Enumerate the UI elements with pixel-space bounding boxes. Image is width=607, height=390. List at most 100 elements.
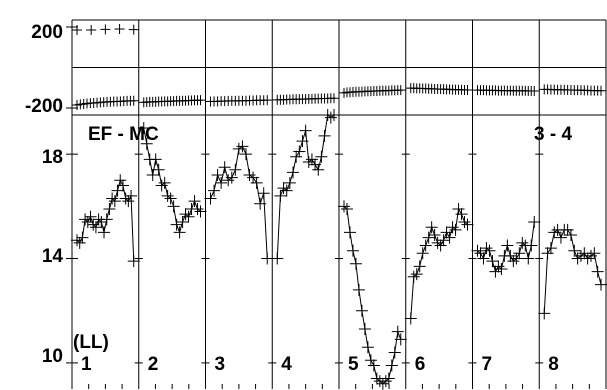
- main-series-panel-8-point-2: [544, 242, 557, 255]
- panel-label-7: 7: [482, 354, 493, 375]
- main-series-panel-8-point-5: [554, 231, 567, 244]
- main-series-panel-7-point-2: [477, 252, 490, 265]
- main-series-panel-5-point-0: [338, 200, 350, 213]
- main-series-panel-5-point-8: [361, 341, 374, 354]
- main-series-panel-1-point-6: [87, 218, 100, 231]
- main-series-panel-1-point-11: [100, 213, 113, 226]
- top-series-0-point-2: [100, 24, 111, 35]
- main-series-panel-4-point-4: [283, 176, 296, 189]
- main-series-panel-5-point-11: [370, 372, 383, 385]
- main-series-panel-8-point-1: [541, 247, 554, 260]
- panel-label-2: 2: [148, 354, 159, 375]
- main-series-panel-5-point-1: [340, 202, 353, 215]
- main-series-panel-4-point-2: [277, 182, 290, 195]
- main-series-panel-3-point-4: [218, 161, 231, 174]
- main-series-panel-1-point-16: [114, 174, 127, 187]
- main-panel-series: [71, 109, 607, 390]
- main-series-panel-5-point-6: [355, 304, 368, 317]
- main-series-panel-6-point-12: [440, 226, 453, 239]
- top-series-4-point-18: [329, 93, 339, 104]
- main-series-panel-7-point-7: [492, 260, 505, 273]
- main-series-panel-6-point-13: [443, 231, 456, 244]
- top-series-2-point-19: [195, 95, 206, 106]
- chart-frame: [66, 19, 607, 389]
- main-series-panel-3-point-3: [215, 176, 228, 189]
- top-y-tick-label-low: -200: [25, 96, 63, 117]
- main-series-panel-2-point-19: [194, 205, 207, 218]
- main-series-panel-7-point-10: [501, 239, 514, 252]
- main-series-panel-1-point-21: [127, 255, 140, 268]
- main-y-tick-label-14: 14: [42, 246, 64, 267]
- main-series-panel-2-point-6: [155, 179, 168, 192]
- main-series-panel-6-point-17: [455, 208, 468, 221]
- main-series-panel-4-point-8: [296, 135, 309, 148]
- top-series-5-point-19: [395, 85, 406, 96]
- main-series-panel-5-point-7: [358, 322, 371, 335]
- main-series-panel-4-point-14: [315, 150, 328, 163]
- main-series-panel-1-point-4: [81, 215, 94, 228]
- main-series-panel-6-point-18: [458, 215, 471, 228]
- main-series-panel-2-point-11: [170, 218, 183, 231]
- main-series-panel-5-point-14: [379, 375, 392, 388]
- main-series-panel-7-point-18: [525, 239, 538, 252]
- main-series-panel-2-point-4: [149, 153, 162, 166]
- main-series-panel-7-point-3: [480, 242, 493, 255]
- top-series-1-point-17: [128, 95, 139, 106]
- main-series-panel-2-point-0: [137, 122, 150, 135]
- top-series-3-point-16: [262, 95, 273, 106]
- main-y-tick-label-10: 10: [42, 346, 63, 367]
- main-series-panel-1-point-5: [84, 210, 97, 223]
- panel-label-3: 3: [215, 354, 226, 375]
- main-series-panel-4-point-1: [274, 189, 287, 202]
- annotation-ef-mc: EF - MC: [88, 124, 159, 145]
- main-series-panel-6-point-2: [410, 268, 423, 281]
- main-series-panel-6-point-14: [446, 221, 459, 234]
- main-series-panel-1-point-3: [79, 213, 92, 226]
- main-series-panel-7-point-12: [507, 255, 520, 268]
- main-series-panel-3-point-0: [204, 192, 217, 205]
- main-series-panel-7-point-17: [522, 252, 535, 265]
- main-series-panel-6-point-11: [437, 234, 450, 247]
- main-series-panel-8-point-11: [574, 249, 587, 262]
- main-series-panel-7-point-5: [486, 255, 499, 268]
- main-series-panel-7-point-11: [504, 249, 517, 262]
- main-series-panel-3-point-6: [225, 171, 238, 184]
- main-series-panel-8-point-16: [591, 265, 604, 278]
- main-series-panel-1-point-1: [73, 236, 86, 249]
- main-series-panel-1-point-10: [98, 226, 111, 239]
- panel-label-1: 1: [81, 354, 92, 375]
- main-y-tick-label-18: 18: [42, 147, 63, 168]
- top-series-0-point-1: [86, 25, 97, 36]
- top-series-0-point-3: [114, 24, 125, 35]
- main-series-panel-8-point-7: [561, 223, 574, 236]
- main-series-panel-4-point-5: [287, 166, 300, 179]
- main-series-panel-5-point-19: [394, 333, 407, 346]
- main-series-panel-1-line: [76, 178, 135, 262]
- main-series-panel-6-point-16: [452, 202, 465, 215]
- main-series-panel-2-point-3: [146, 169, 159, 182]
- panel-label-4: 4: [281, 354, 292, 375]
- main-series-panel-8-point-17: [595, 278, 607, 291]
- top-series-0-point-0: [72, 25, 82, 36]
- main-series-panel-6-point-15: [449, 223, 462, 236]
- main-series-panel-5-point-18: [391, 325, 404, 338]
- main-series-panel-6-point-1: [407, 270, 420, 283]
- main-series-panel-2-point-8: [161, 189, 174, 202]
- main-series-panel-8-point-12: [578, 247, 591, 260]
- main-series-panel-4-point-3: [280, 184, 293, 197]
- main-series-panel-8-point-15: [588, 247, 601, 260]
- main-series-panel-2-point-12: [173, 226, 186, 239]
- main-series-panel-8-point-10: [571, 252, 584, 265]
- main-series-panel-3-point-15: [257, 187, 270, 200]
- main-series-panel-1-point-7: [89, 221, 102, 234]
- main-series-panel-5-point-15: [382, 372, 395, 385]
- main-series-panel-4-point-10: [302, 155, 315, 168]
- top-series-8-point-17: [596, 85, 606, 96]
- main-series-panel-3-point-7: [229, 163, 242, 176]
- main-series-panel-1-point-15: [111, 184, 124, 197]
- main-series-panel-6-point-19: [461, 218, 474, 231]
- main-series-panel-4-point-17: [324, 111, 337, 124]
- main-series-panel-8-point-14: [584, 249, 597, 262]
- main-series-panel-3-point-14: [254, 197, 267, 210]
- top-series-7-point-19: [529, 85, 540, 96]
